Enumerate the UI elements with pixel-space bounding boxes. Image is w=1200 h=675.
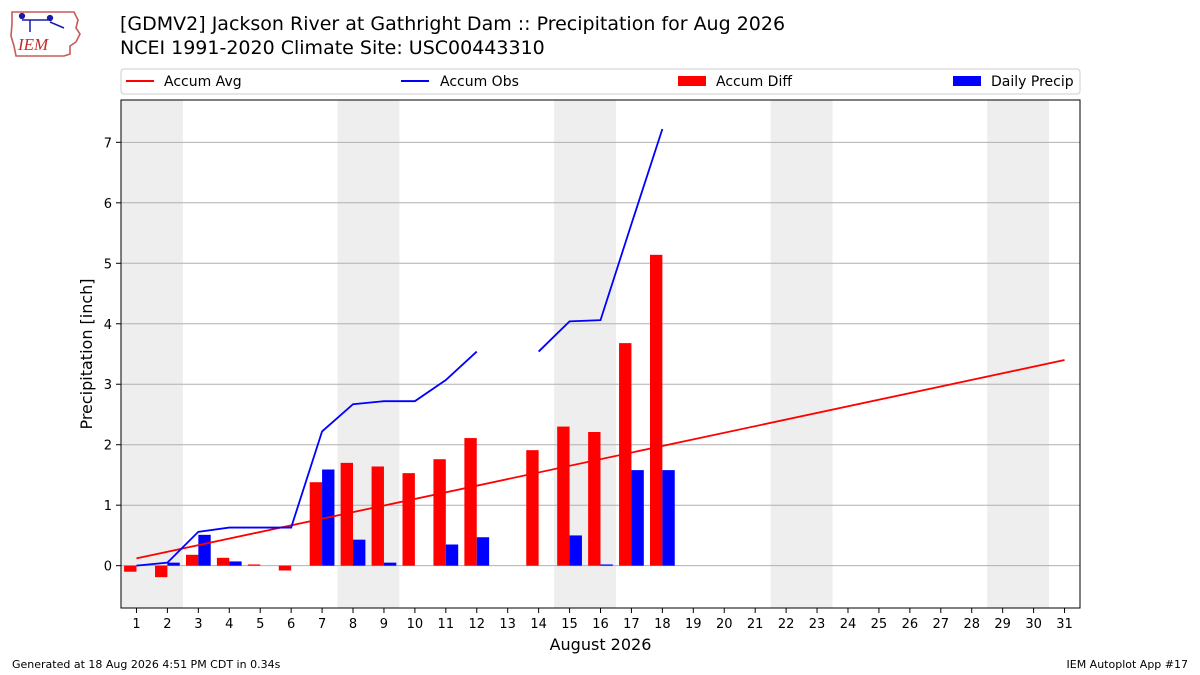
weekend-band [770, 100, 833, 608]
daily-precip-bar [229, 561, 242, 566]
legend-daily-precip-swatch [953, 76, 981, 86]
accum-diff-bar [433, 459, 446, 566]
x-tick-label: 6 [287, 617, 295, 632]
x-tick-label: 15 [561, 617, 578, 632]
legend-box [120, 68, 1081, 95]
x-tick-label: 24 [840, 617, 857, 632]
x-tick-label: 30 [1025, 617, 1042, 632]
accum-diff-bar [216, 557, 230, 566]
x-tick-label: 5 [256, 617, 264, 632]
accum-diff-bar [124, 565, 137, 572]
accum-diff-bar [247, 564, 261, 566]
iowa-outline-icon [10, 11, 81, 57]
x-tick-label: 2 [163, 617, 171, 632]
x-tick-label: 22 [778, 617, 795, 632]
weekend-band [121, 100, 183, 608]
x-tick-label: 1 [132, 617, 140, 632]
daily-precip-bar [569, 535, 582, 566]
legend-accum-diff-swatch [678, 76, 706, 86]
accum-diff-bar [557, 426, 570, 566]
legend: Accum Avg Accum Obs Accum Diff Daily Precip [120, 68, 1081, 95]
y-tick-label: 4 [104, 318, 112, 333]
logo-text: IEM [17, 35, 49, 54]
x-tick-label: 29 [994, 617, 1011, 632]
weekend-band [987, 100, 1050, 608]
x-tick-label: 17 [623, 617, 640, 632]
y-tick-label: 5 [104, 257, 112, 272]
x-tick-label: 21 [747, 617, 764, 632]
x-tick-label: 7 [318, 617, 326, 632]
accum-diff-bar [649, 254, 663, 566]
accum-obs-line [537, 128, 664, 353]
daily-precip-bar [662, 470, 675, 566]
x-tick-label: 16 [592, 617, 609, 632]
x-tick-label: 8 [349, 617, 357, 632]
accum-diff-bar [185, 554, 199, 566]
x-tick-label: 10 [407, 617, 424, 632]
chart-subtitle: NCEI 1991-2020 Climate Site: USC00443310 [120, 37, 545, 59]
x-tick-label: 28 [963, 617, 980, 632]
footer-generated-text: Generated at 18 Aug 2026 4:51 PM CDT in … [12, 658, 281, 671]
accum-diff-bar [155, 565, 168, 578]
x-tick-label: 13 [499, 617, 516, 632]
legend-accum-avg-label: Accum Avg [164, 74, 242, 90]
chart-title: [GDMV2] Jackson River at Gathright Dam :… [120, 13, 786, 35]
x-tick-label: 25 [871, 617, 888, 632]
y-tick-label: 7 [104, 136, 112, 151]
weather-station-icon [18, 12, 65, 32]
y-tick-label: 6 [104, 197, 112, 212]
daily-precip-bar [445, 544, 459, 566]
x-tick-label: 18 [654, 617, 671, 632]
daily-precip-bar [198, 534, 211, 566]
bars [124, 254, 675, 578]
x-axis-label: August 2026 [550, 635, 652, 654]
accum-diff-bar [464, 438, 477, 566]
x-tick-label: 9 [380, 617, 388, 632]
legend-daily-precip-label: Daily Precip [991, 74, 1074, 90]
y-tick-label: 2 [104, 439, 112, 454]
x-tick-label: 11 [438, 617, 455, 632]
x-tick-label: 26 [902, 617, 919, 632]
y-axis-label: Precipitation [inch] [77, 278, 96, 429]
x-tick-label: 12 [468, 617, 485, 632]
x-tick-label: 14 [530, 617, 547, 632]
legend-accum-obs-label: Accum Obs [440, 74, 519, 90]
footer-app-text: IEM Autoplot App #17 [1066, 658, 1189, 671]
x-tick-label: 20 [716, 617, 733, 632]
accum-diff-bar [309, 482, 323, 566]
x-tick-label: 31 [1056, 617, 1073, 632]
daily-precip-bar [476, 537, 490, 566]
y-tick-label: 3 [104, 378, 112, 393]
accum-diff-bar [526, 450, 539, 566]
daily-precip-bar [631, 470, 644, 566]
x-tick-label: 19 [685, 617, 702, 632]
accum-diff-bar [278, 565, 292, 571]
daily-precip-bar [353, 539, 366, 566]
y-tick-label: 1 [104, 499, 112, 514]
daily-precip-bar [600, 564, 613, 566]
y-tick-label: 0 [104, 560, 112, 575]
lines [136, 128, 1065, 567]
accum-diff-bar [402, 473, 415, 566]
accum-diff-bar [588, 432, 601, 566]
daily-precip-bar [167, 562, 180, 566]
x-tick-label: 23 [809, 617, 826, 632]
accum-obs-line [136, 350, 478, 567]
x-tick-label: 27 [933, 617, 950, 632]
axes [116, 99, 1081, 613]
iem-logo: IEM [10, 11, 81, 57]
legend-accum-diff-label: Accum Diff [716, 74, 792, 90]
accum-diff-bar [371, 466, 384, 566]
x-tick-label: 4 [225, 617, 233, 632]
x-tick-label: 3 [194, 617, 202, 632]
daily-precip-bar [383, 562, 397, 566]
